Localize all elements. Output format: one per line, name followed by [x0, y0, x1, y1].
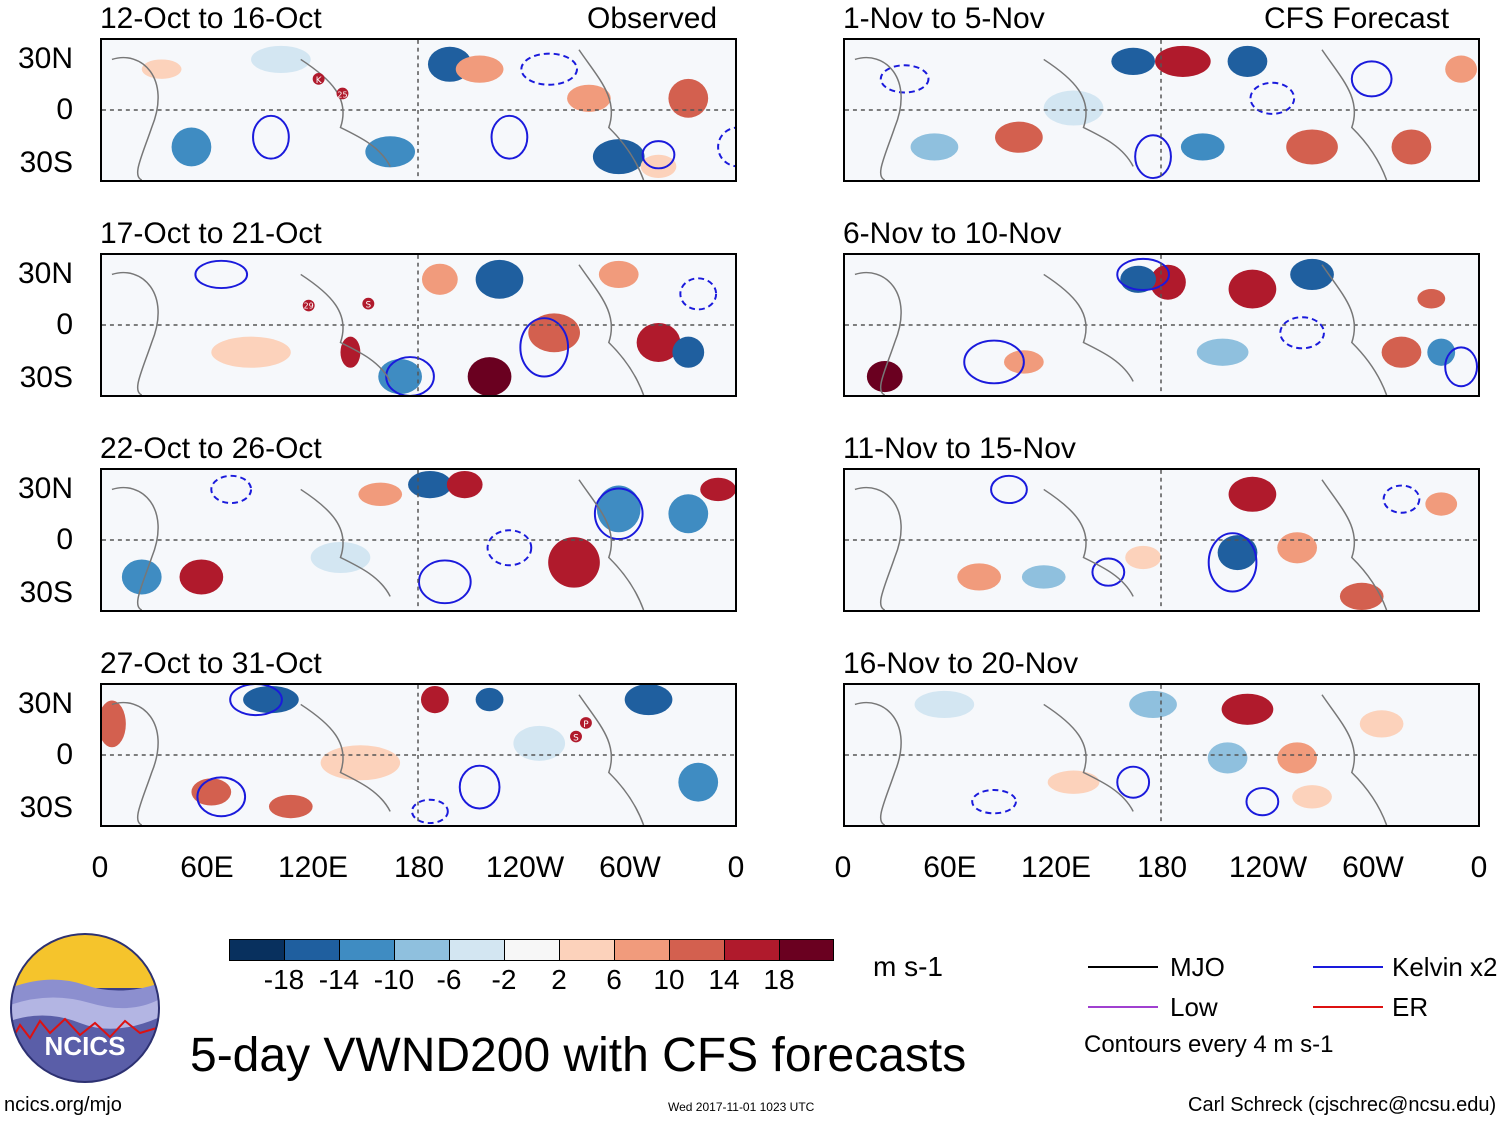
map-panel-forecast-3 — [843, 468, 1480, 612]
lat-label: 30N — [17, 42, 73, 75]
colorbar-box — [339, 939, 395, 961]
colorbar-label: -10 — [373, 964, 415, 995]
colorbar-label: 2 — [551, 964, 567, 995]
ncics-logo[interactable]: NCICS — [10, 933, 160, 1083]
map-panel-observed-4: P S — [100, 683, 737, 827]
map-panel-observed-1: K 25 — [100, 38, 737, 182]
colorbar-label: 10 — [653, 964, 685, 995]
ncics-logo-icon: NCICS — [10, 933, 160, 1083]
map-panel-forecast-1 — [843, 38, 1480, 182]
colorbar-label: 18 — [763, 964, 795, 995]
lat-label: 30S — [19, 361, 73, 394]
lon-label: 0 — [1470, 851, 1488, 884]
colorbar-label: -14 — [318, 964, 360, 995]
colorbar-label: -18 — [263, 964, 305, 995]
map-panel-observed-2: 29 S — [100, 253, 737, 397]
lat-label: 30S — [19, 576, 73, 609]
forecast-header: CFS Forecast — [1264, 2, 1450, 35]
footer-author: Carl Schreck (cjschrec@ncsu.edu) — [1188, 1094, 1497, 1116]
panel-title-5: 1-Nov to 5-Nov — [843, 2, 1045, 35]
lat-label: 30N — [17, 687, 73, 720]
lat-label: 30S — [19, 791, 73, 824]
legend-label-er: ER — [1392, 992, 1429, 1022]
lon-label: 60E — [180, 851, 234, 884]
storm-marker-label: S — [365, 301, 371, 311]
logo-text: NCICS — [45, 1031, 126, 1061]
main-title: 5-day VWND200 with CFS forecasts — [190, 1029, 967, 1082]
panel-title-4: 27-Oct to 31-Oct — [100, 647, 322, 680]
colorbar-box — [284, 939, 340, 961]
colorbar-box — [669, 939, 725, 961]
lat-label: 30N — [17, 257, 73, 290]
panel-title-2: 17-Oct to 21-Oct — [100, 217, 322, 250]
lat-label: 0 — [56, 523, 73, 556]
storm-marker-label: S — [573, 733, 579, 743]
lon-label: 180 — [1136, 851, 1188, 884]
panel-title-7: 11-Nov to 15-Nov — [843, 432, 1076, 465]
lon-label: 0 — [834, 851, 852, 884]
colorbar — [229, 939, 834, 961]
lon-label: 180 — [393, 851, 445, 884]
colorbar-box — [779, 939, 834, 961]
lon-label: 120W — [485, 851, 565, 884]
panel-title-6: 6-Nov to 10-Nov — [843, 217, 1062, 250]
contour-note: Contours every 4 m s-1 — [1084, 1031, 1334, 1058]
observed-header: Observed — [587, 2, 718, 35]
lon-label: 0 — [727, 851, 745, 884]
panel-title-3: 22-Oct to 26-Oct — [100, 432, 322, 465]
storm-marker-label: P — [583, 720, 589, 730]
colorbar-box — [394, 939, 450, 961]
lon-label: 60E — [923, 851, 977, 884]
legend-label-kelvin: Kelvin x2 — [1392, 952, 1498, 982]
lon-label: 60W — [599, 851, 661, 884]
colorbar-label: 6 — [606, 964, 622, 995]
lon-label: 120E — [1020, 851, 1092, 884]
legend-label-low: Low — [1170, 992, 1218, 1022]
storm-marker-label: K — [316, 76, 322, 86]
colorbar-label: -2 — [491, 964, 517, 995]
storm-marker-label: 25 — [337, 90, 347, 99]
colorbar-box — [504, 939, 560, 961]
footer-site-link[interactable]: ncics.org/mjo — [4, 1094, 122, 1116]
legend-label-mjo: MJO — [1170, 952, 1225, 982]
legend-swatch-kelvin — [1313, 966, 1383, 968]
lat-label: 0 — [56, 93, 73, 126]
map-panel-forecast-2 — [843, 253, 1480, 397]
storm-marker-label: 29 — [304, 302, 314, 311]
legend-swatch-mjo — [1088, 966, 1158, 968]
lon-label: 120E — [277, 851, 349, 884]
colorbar-label: 14 — [708, 964, 740, 995]
lat-label: 30S — [19, 146, 73, 179]
colorbar-box — [614, 939, 670, 961]
panel-title-8: 16-Nov to 20-Nov — [843, 647, 1079, 680]
lat-label: 30N — [17, 472, 73, 505]
lon-label: 0 — [91, 851, 109, 884]
footer-timestamp: Wed 2017-11-01 1023 UTC — [668, 1100, 815, 1114]
colorbar-box — [449, 939, 505, 961]
lat-label: 0 — [56, 308, 73, 341]
lon-label: 120W — [1228, 851, 1308, 884]
colorbar-box — [559, 939, 615, 961]
lat-label: 0 — [56, 738, 73, 771]
colorbar-box — [229, 939, 285, 961]
map-panel-observed-3 — [100, 468, 737, 612]
lon-label: 60W — [1342, 851, 1404, 884]
map-panel-forecast-4 — [843, 683, 1480, 827]
colorbar-label: -6 — [436, 964, 462, 995]
legend-swatch-low — [1088, 1006, 1158, 1008]
colorbar-units: m s-1 — [873, 951, 943, 982]
colorbar-box — [724, 939, 780, 961]
panel-title-1: 12-Oct to 16-Oct — [100, 2, 322, 35]
legend-swatch-er — [1313, 1006, 1383, 1008]
